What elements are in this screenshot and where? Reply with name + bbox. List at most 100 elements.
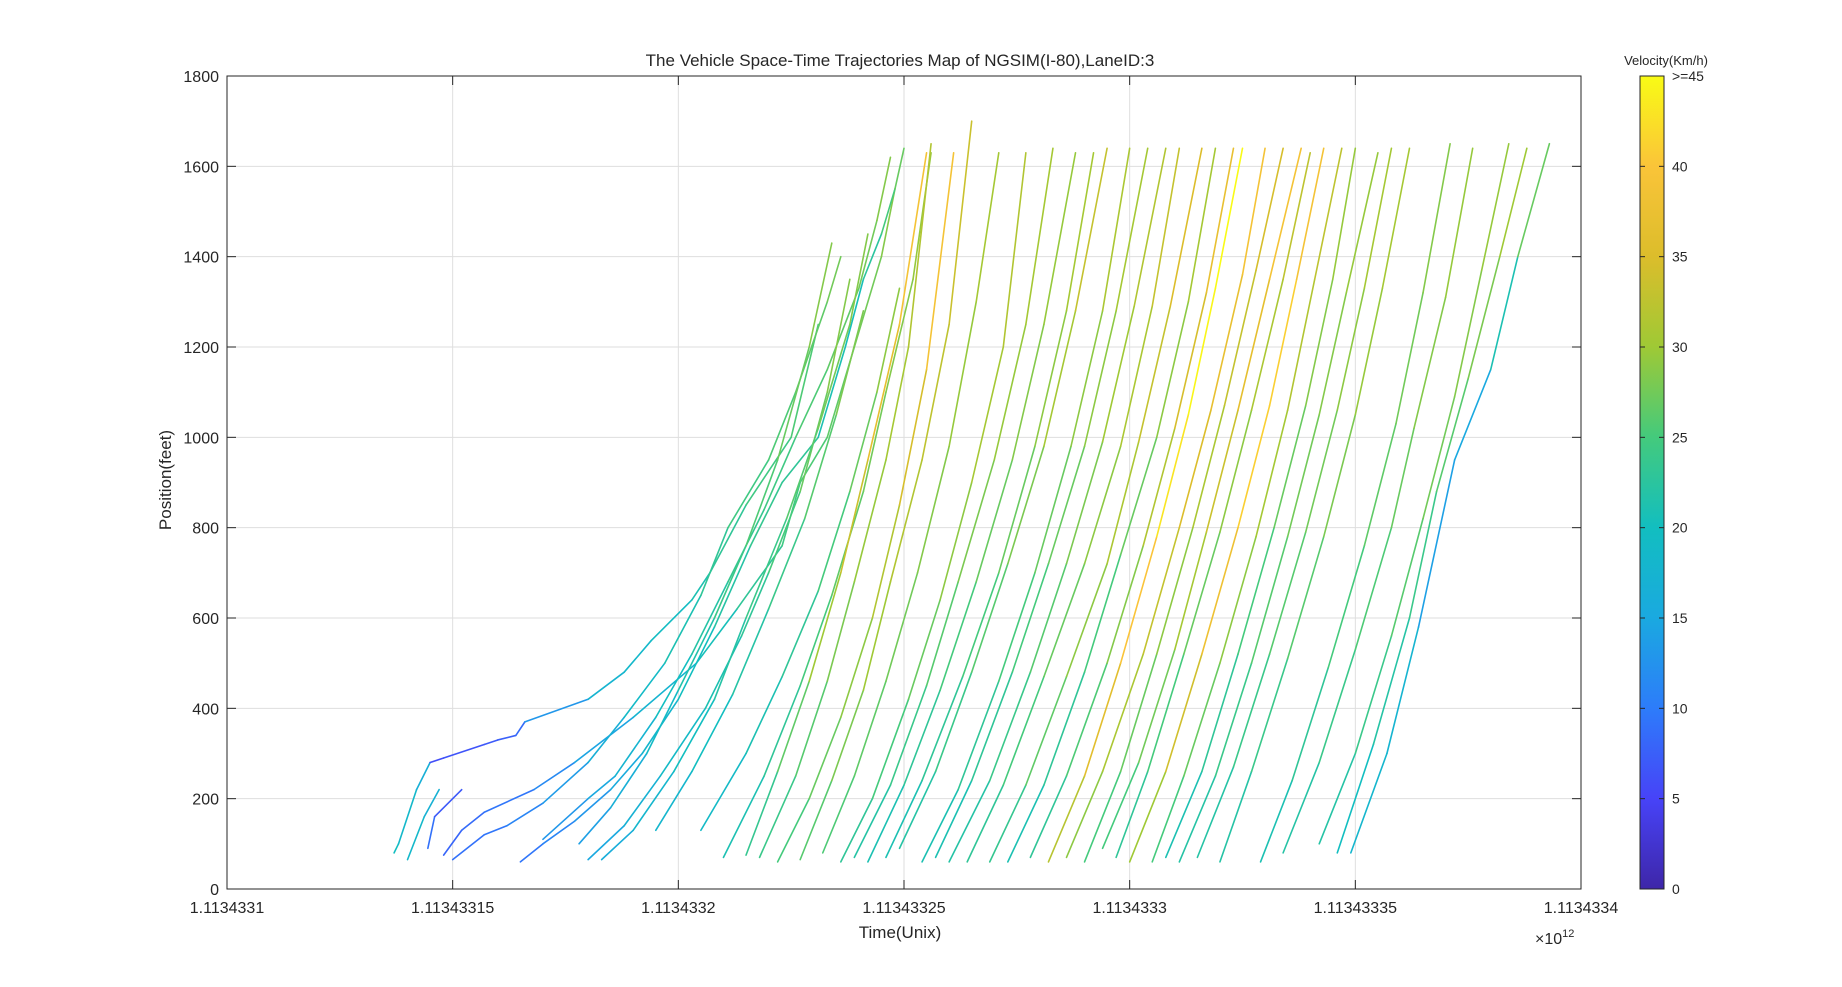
vehicle-trajectory — [1219, 147, 1411, 863]
trajectory-segment — [659, 707, 707, 777]
trajectory-segment — [776, 346, 811, 461]
trajectory-segment — [975, 459, 1014, 583]
vehicle-trajectory — [1101, 147, 1302, 850]
trajectory-segment — [691, 693, 734, 773]
trajectory-segment — [858, 219, 878, 290]
trajectory-segment — [1219, 535, 1257, 664]
trajectory-segment — [632, 662, 698, 719]
colorbar-label: Velocity(Km/h) — [1624, 53, 1708, 68]
trajectory-segment — [691, 572, 711, 601]
trajectory-segment — [1187, 287, 1217, 416]
trajectory-segment — [808, 242, 833, 348]
trajectory-segment — [880, 188, 896, 258]
trajectory-segment — [1214, 147, 1244, 290]
trajectory-segment — [542, 761, 589, 804]
trajectory-segment — [867, 784, 905, 863]
trajectory-segment — [483, 824, 508, 836]
trajectory-segment — [1336, 287, 1366, 412]
trajectory-segment — [713, 544, 752, 628]
trajectory-segment — [1489, 255, 1519, 371]
trajectory-segment — [799, 779, 833, 861]
trajectory-segment — [1011, 323, 1045, 461]
y-tick-label: 1000 — [183, 430, 219, 447]
trajectory-segment — [1286, 278, 1316, 412]
trajectory-segment — [1043, 671, 1086, 786]
trajectory-segment — [862, 581, 892, 692]
trajectory-segment — [1444, 147, 1474, 299]
vehicle-trajectory — [966, 147, 1181, 863]
x-tick-label: 1.1134333 — [1092, 900, 1167, 917]
trajectory-segment — [970, 562, 1009, 674]
trajectory-segment — [1453, 368, 1492, 461]
trajectory-segment — [1043, 562, 1086, 678]
trajectory-segment — [925, 581, 959, 687]
trajectory-segment — [1119, 436, 1158, 556]
trajectory-segment — [1322, 413, 1357, 538]
trajectory-segment — [948, 301, 978, 448]
trajectory-segment — [1205, 409, 1239, 533]
trajectory-segment — [844, 278, 865, 348]
trajectory-segment — [609, 752, 644, 791]
trajectory-segment — [496, 734, 517, 741]
trajectory-segment — [1250, 278, 1284, 412]
trajectory-segment — [934, 779, 973, 859]
trajectory-segment — [1192, 404, 1226, 529]
trajectory-segment — [898, 770, 937, 850]
trajectory-segment — [803, 413, 838, 520]
trajectory-segment — [677, 617, 716, 692]
trajectory-segment — [1065, 562, 1108, 678]
trajectory-segment — [826, 581, 856, 683]
trajectory-segment — [867, 323, 901, 461]
trajectory-segment — [1268, 531, 1307, 655]
y-tick-label: 1600 — [183, 159, 219, 176]
trajectory-segment — [966, 784, 1005, 863]
trajectory-segment — [1101, 653, 1145, 773]
trajectory-segment — [423, 788, 440, 818]
trajectory-segment — [1453, 269, 1483, 398]
vehicle-trajectory — [700, 287, 901, 832]
trajectory-segment — [587, 824, 625, 861]
trajectory-segment — [988, 671, 1032, 782]
trajectory-segment — [1196, 766, 1235, 859]
trajectory-segment — [1183, 531, 1221, 655]
trajectory-segment — [1273, 404, 1307, 529]
x-tick-label: 1.1134334 — [1544, 900, 1619, 917]
colorbar-tick-label: 5 — [1672, 791, 1680, 807]
trajectory-segment — [1002, 675, 1045, 786]
x-exponent-base: ×10 — [1535, 931, 1562, 948]
trajectory-segment — [817, 346, 847, 439]
trajectory-segment — [1142, 526, 1181, 655]
trajectory-segment — [799, 594, 833, 687]
trajectory-segment — [817, 323, 851, 430]
trajectory-segment — [654, 770, 693, 832]
vehicle-trajectory — [1318, 142, 1510, 845]
trajectory-segment — [713, 617, 747, 701]
trajectory-segment — [921, 675, 964, 782]
trajectory-segment — [925, 151, 955, 371]
vehicle-trajectory — [776, 151, 955, 863]
trajectory-segment — [614, 716, 657, 777]
trajectory-segment — [1101, 761, 1140, 850]
vehicle-trajectory — [799, 120, 973, 861]
trajectory-segment — [645, 689, 680, 755]
colorbar-tick-label: 40 — [1672, 158, 1688, 174]
trajectory-segment — [749, 481, 783, 547]
trajectory-segment — [1115, 770, 1149, 859]
trajectory-segment — [763, 436, 797, 511]
x-tick-label: 1.11343335 — [1314, 900, 1397, 917]
trajectory-segment — [840, 459, 869, 574]
trajectory-segment — [1155, 301, 1190, 439]
vehicle-trajectory — [654, 310, 865, 832]
trajectory-segment — [1219, 409, 1253, 533]
trajectory-segment — [849, 233, 869, 326]
trajectory-segment — [1291, 666, 1330, 782]
trajectory-segment — [1237, 278, 1271, 412]
vehicle-trajectory — [758, 142, 932, 859]
trajectory-segment — [483, 788, 535, 814]
trajectory-segment — [1422, 142, 1451, 294]
trajectory-segment — [1354, 635, 1393, 755]
vehicle-trajectory — [519, 147, 905, 863]
trajectory-segment — [1169, 147, 1203, 308]
y-tick-label: 0 — [210, 882, 219, 899]
